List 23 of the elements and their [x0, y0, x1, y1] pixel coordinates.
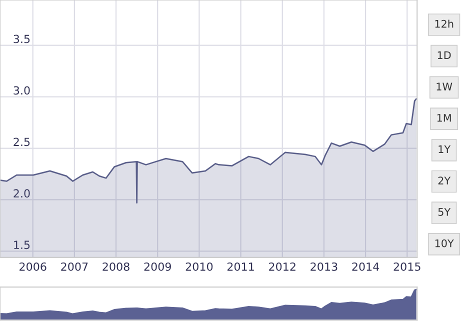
y-tick-label: 2.5	[14, 138, 30, 146]
x-tick-label: 2012	[269, 262, 296, 271]
x-tick-label: 2013	[310, 262, 338, 271]
x-tick-label: 2015	[394, 262, 420, 271]
x-tick-label: 2007	[61, 262, 88, 271]
x-tick-label: 2010	[186, 262, 213, 271]
y-tick-label: 1.5	[14, 240, 30, 250]
text: 12h	[435, 20, 454, 28]
x-tick-label: 2011	[227, 262, 254, 271]
y-tick-label: 3.5	[14, 34, 30, 44]
y-tick-label: 3.0	[14, 86, 30, 95]
text: 1D	[438, 51, 451, 59]
text: 5Y	[438, 208, 451, 216]
x-tick-label: 2009	[144, 262, 171, 271]
y-tick-label: 2.0	[14, 189, 30, 198]
text: 1Y	[438, 145, 451, 154]
x-tick-label: 2014	[352, 262, 380, 271]
x-tick-label: 2006	[20, 262, 46, 271]
text: 2Y	[438, 176, 451, 184]
text: 10Y	[435, 239, 454, 248]
text: 1W	[436, 82, 452, 90]
x-tick-label: 2008	[102, 262, 130, 271]
text: 1M	[437, 114, 451, 122]
